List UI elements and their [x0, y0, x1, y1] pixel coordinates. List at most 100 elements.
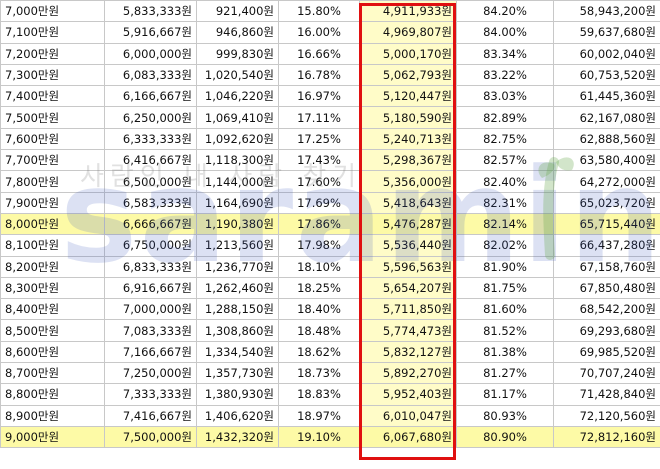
deduction-cell: 1,288,150원: [196, 298, 279, 321]
net-ratio-cell: 81.75%: [456, 276, 554, 300]
net-pay-cell: 5,952,403원: [359, 383, 457, 406]
monthly-salary-cell: 6,250,000원: [104, 106, 197, 129]
monthly-salary-cell: 6,666,667원: [104, 212, 197, 236]
net-pay-cell: 4,911,933원: [359, 0, 457, 23]
annual-net-cell: 60,753,520원: [553, 63, 660, 87]
net-ratio-cell: 81.52%: [456, 319, 554, 342]
net-pay-cell: 5,298,367원: [359, 149, 457, 172]
net-pay-cell: 5,418,643원: [359, 191, 457, 214]
deduction-cell: 1,308,860원: [196, 319, 279, 342]
annual-net-cell: 67,158,760원: [553, 255, 660, 278]
deduction-cell: 1,432,320원: [196, 425, 279, 449]
deduction-cell: 999,830원: [196, 42, 279, 65]
net-pay-cell: 5,356,000원: [359, 170, 457, 193]
table-row: 8,800만원 7,333,333원 1,380,930원 18.83% 5,952,4…: [0, 383, 660, 406]
deduction-rate-cell: 16.00%: [278, 21, 360, 44]
table-row: 7,100만원 5,916,667원 946,860원 16.00% 4,969,807…: [0, 21, 660, 44]
monthly-salary-cell: 6,916,667원: [104, 276, 197, 300]
net-ratio-cell: 81.90%: [456, 255, 554, 278]
table-row: 9,000만원 7,500,000원 1,432,320원 19.10% 6,067,6…: [0, 425, 660, 449]
table-row: 7,500만원 6,250,000원 1,069,410원 17.11% 5,180,5…: [0, 106, 660, 129]
monthly-salary-cell: 7,250,000원: [104, 362, 197, 385]
deduction-rate-cell: 17.69%: [278, 191, 360, 214]
table-row: 8,500만원 7,083,333원 1,308,860원 18.48% 5,774,4…: [0, 319, 660, 342]
monthly-salary-cell: 6,083,333원: [104, 63, 197, 87]
table-row: 7,600만원 6,333,333원 1,092,620원 17.25% 5,240,7…: [0, 127, 660, 151]
annual-salary-cell: 7,800만원: [0, 170, 105, 193]
table-row: 8,200만원 6,833,333원 1,236,770원 18.10% 5,596,5…: [0, 255, 660, 278]
annual-salary-cell: 9,000만원: [0, 425, 105, 449]
net-pay-cell: 5,892,270원: [359, 362, 457, 385]
annual-net-cell: 59,637,680원: [553, 21, 660, 44]
deduction-cell: 1,236,770원: [196, 255, 279, 278]
deduction-cell: 1,092,620원: [196, 127, 279, 151]
table-row: 7,900만원 6,583,333원 1,164,690원 17.69% 5,418,6…: [0, 191, 660, 214]
deduction-cell: 1,020,540원: [196, 63, 279, 87]
monthly-salary-cell: 6,750,000원: [104, 234, 197, 257]
annual-net-cell: 69,293,680원: [553, 319, 660, 342]
monthly-salary-cell: 6,166,667원: [104, 85, 197, 108]
salary-table: 7,000만원 5,833,333원 921,400원 15.80% 4,911,933…: [0, 0, 660, 449]
deduction-cell: 1,334,540원: [196, 340, 279, 364]
annual-net-cell: 65,715,440원: [553, 212, 660, 236]
net-ratio-cell: 84.00%: [456, 21, 554, 44]
net-ratio-cell: 80.93%: [456, 404, 554, 427]
deduction-rate-cell: 17.86%: [278, 212, 360, 236]
monthly-salary-cell: 7,416,667원: [104, 404, 197, 427]
net-pay-cell: 5,476,287원: [359, 212, 457, 236]
table-row: 8,000만원 6,666,667원 1,190,380원 17.86% 5,476,2…: [0, 212, 660, 236]
table-row: 8,700만원 7,250,000원 1,357,730원 18.73% 5,892,2…: [0, 362, 660, 385]
deduction-rate-cell: 18.62%: [278, 340, 360, 364]
net-pay-cell: 5,000,170원: [359, 42, 457, 65]
deduction-cell: 1,213,560원: [196, 234, 279, 257]
net-pay-cell: 5,596,563원: [359, 255, 457, 278]
monthly-salary-cell: 7,333,333원: [104, 383, 197, 406]
deduction-rate-cell: 17.11%: [278, 106, 360, 129]
annual-salary-cell: 7,000만원: [0, 0, 105, 23]
annual-salary-cell: 8,600만원: [0, 340, 105, 364]
net-ratio-cell: 82.14%: [456, 212, 554, 236]
deduction-rate-cell: 15.80%: [278, 0, 360, 23]
annual-salary-cell: 8,400만원: [0, 298, 105, 321]
deduction-rate-cell: 18.97%: [278, 404, 360, 427]
deduction-rate-cell: 17.98%: [278, 234, 360, 257]
deduction-cell: 1,144,000원: [196, 170, 279, 193]
net-pay-cell: 5,832,127원: [359, 340, 457, 364]
table-row: 7,700만원 6,416,667원 1,118,300원 17.43% 5,298,3…: [0, 149, 660, 172]
deduction-cell: 946,860원: [196, 21, 279, 44]
monthly-salary-cell: 7,000,000원: [104, 298, 197, 321]
net-ratio-cell: 80.90%: [456, 425, 554, 449]
net-ratio-cell: 82.89%: [456, 106, 554, 129]
deduction-rate-cell: 18.10%: [278, 255, 360, 278]
net-pay-cell: 5,180,590원: [359, 106, 457, 129]
deduction-cell: 1,046,220원: [196, 85, 279, 108]
net-ratio-cell: 81.17%: [456, 383, 554, 406]
net-ratio-cell: 82.31%: [456, 191, 554, 214]
net-ratio-cell: 82.40%: [456, 170, 554, 193]
table-row: 7,000만원 5,833,333원 921,400원 15.80% 4,911,933…: [0, 0, 660, 23]
net-pay-cell: 5,711,850원: [359, 298, 457, 321]
monthly-salary-cell: 6,000,000원: [104, 42, 197, 65]
deduction-cell: 1,380,930원: [196, 383, 279, 406]
net-pay-cell: 5,654,207원: [359, 276, 457, 300]
annual-net-cell: 62,888,560원: [553, 127, 660, 151]
annual-net-cell: 67,850,480원: [553, 276, 660, 300]
monthly-salary-cell: 7,166,667원: [104, 340, 197, 364]
annual-salary-cell: 8,300만원: [0, 276, 105, 300]
net-ratio-cell: 83.03%: [456, 85, 554, 108]
net-ratio-cell: 84.20%: [456, 0, 554, 23]
monthly-salary-cell: 6,416,667원: [104, 149, 197, 172]
net-pay-cell: 5,536,440원: [359, 234, 457, 257]
annual-net-cell: 64,272,000원: [553, 170, 660, 193]
annual-salary-cell: 7,100만원: [0, 21, 105, 44]
annual-net-cell: 70,707,240원: [553, 362, 660, 385]
annual-salary-cell: 7,400만원: [0, 85, 105, 108]
net-ratio-cell: 83.22%: [456, 63, 554, 87]
annual-salary-cell: 7,600만원: [0, 127, 105, 151]
deduction-rate-cell: 16.78%: [278, 63, 360, 87]
annual-net-cell: 60,002,040원: [553, 42, 660, 65]
table-row: 8,900만원 7,416,667원 1,406,620원 18.97% 6,010,0…: [0, 404, 660, 427]
monthly-salary-cell: 5,916,667원: [104, 21, 197, 44]
monthly-salary-cell: 6,833,333원: [104, 255, 197, 278]
deduction-rate-cell: 17.60%: [278, 170, 360, 193]
